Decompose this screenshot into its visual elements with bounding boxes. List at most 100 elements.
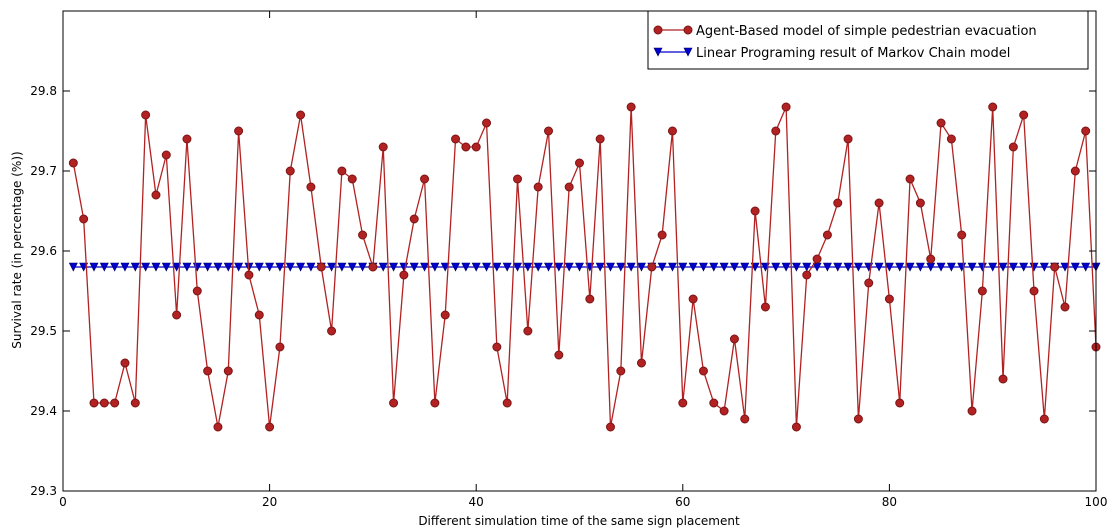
markov-point [513, 262, 523, 272]
markov-point [771, 262, 781, 272]
markov-point [544, 262, 553, 272]
markov-point [626, 262, 636, 272]
agent-point [936, 118, 946, 128]
markov-point [492, 262, 502, 272]
markov-point [68, 262, 78, 272]
markov-point [967, 262, 977, 272]
agent-point [306, 182, 316, 192]
plot-area [68, 102, 1101, 432]
series-agent-line [72, 106, 1097, 428]
agent-point [471, 142, 481, 152]
markov-point [430, 262, 440, 272]
agent-point [337, 166, 347, 176]
agent-point [523, 326, 533, 336]
markov-point [636, 262, 646, 272]
markov-point [688, 262, 698, 272]
agent-point [657, 230, 667, 240]
markov-point [1019, 262, 1029, 272]
markov-point [172, 262, 182, 272]
agent-point [254, 310, 264, 320]
agent-point [988, 102, 998, 112]
markov-point [554, 262, 564, 272]
y-tick-label: 29.5 [30, 324, 57, 338]
markov-point [347, 262, 357, 272]
markov-point [151, 262, 161, 272]
agent-point [544, 126, 554, 136]
markov-point [130, 262, 140, 272]
markov-point [523, 262, 533, 272]
agent-point [110, 398, 120, 408]
agent-point [347, 174, 357, 184]
markov-point [781, 262, 791, 272]
x-tick-label: 80 [882, 495, 897, 509]
agent-point [802, 270, 812, 280]
markov-point [1070, 262, 1080, 272]
markov-point [719, 262, 729, 272]
agent-point [213, 422, 223, 432]
markov-point [306, 262, 316, 272]
agent-point [946, 134, 956, 144]
agent-point [223, 366, 233, 376]
markov-point [275, 262, 285, 272]
agent-point [461, 142, 471, 152]
agent-point [89, 398, 99, 408]
agent-point [203, 366, 213, 376]
agent-point [316, 262, 326, 272]
x-tick-label: 40 [469, 495, 484, 509]
agent-point [698, 366, 708, 376]
y-tick-label: 29.3 [30, 484, 57, 498]
agent-point [492, 342, 502, 352]
agent-point [513, 174, 523, 184]
legend-label-markov: Linear Programing result of Markov Chain… [696, 46, 1010, 61]
agent-point [409, 214, 419, 224]
agent-point [575, 158, 584, 168]
agent-point [327, 326, 337, 336]
markov-point [213, 262, 223, 272]
agent-point [502, 398, 512, 408]
markov-point [791, 262, 801, 272]
markov-point [471, 262, 481, 272]
markov-point [1081, 262, 1091, 272]
agent-point [482, 118, 492, 128]
markov-point [936, 262, 946, 272]
markov-point [327, 262, 337, 272]
agent-point [420, 174, 430, 184]
markov-point [729, 262, 739, 272]
markov-point [595, 262, 605, 272]
markov-point [905, 262, 915, 272]
x-axis-label: Different simulation time of the same si… [418, 514, 740, 528]
agent-point [130, 398, 140, 408]
markov-point [678, 262, 688, 272]
markov-point [606, 262, 615, 272]
agent-point [358, 230, 368, 240]
agent-point [864, 278, 874, 288]
markov-point [234, 262, 244, 272]
markov-point [482, 262, 492, 272]
markov-point [358, 262, 368, 272]
markov-point [853, 262, 863, 272]
agent-point [626, 102, 636, 112]
agent-point [79, 214, 89, 224]
agent-point [1008, 142, 1018, 152]
agent-point [1060, 302, 1070, 312]
agent-point [389, 398, 399, 408]
markov-point [564, 262, 574, 272]
markov-point [998, 262, 1008, 272]
agent-point [554, 350, 564, 360]
y-tick-label: 29.8 [30, 84, 57, 98]
markov-point [802, 262, 812, 272]
y-tick-label: 29.4 [30, 404, 57, 418]
agent-point [791, 422, 801, 432]
markov-point [657, 262, 667, 272]
markov-point [420, 262, 430, 272]
markov-point [161, 262, 171, 272]
markov-point [1060, 262, 1070, 272]
markov-point [946, 262, 956, 272]
agent-point [977, 286, 987, 296]
agent-point [750, 206, 760, 216]
markov-point [698, 262, 708, 272]
agent-point [667, 126, 677, 136]
markov-point [409, 262, 419, 272]
markov-point [337, 262, 347, 272]
agent-point [1070, 166, 1080, 176]
